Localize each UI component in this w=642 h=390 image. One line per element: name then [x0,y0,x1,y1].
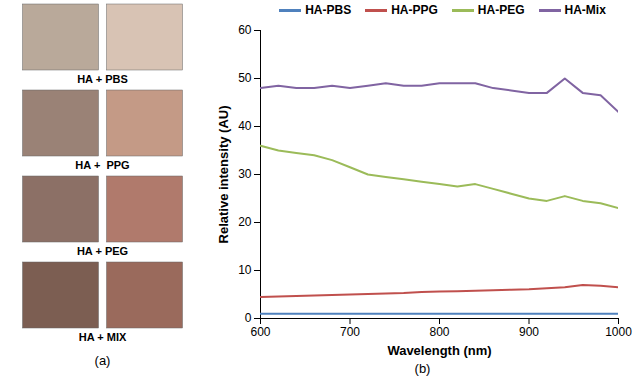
html-text:HA-PEG: HA-PEG [477,3,525,17]
html-text:(b): (b) [414,361,431,376]
svg-text:600: 600 [250,325,270,339]
svg-text:30: 30 [238,167,252,181]
svg-text:HA + PPG: HA + PPG [75,159,129,171]
html-text:HA-PBS: HA-PBS [305,3,352,17]
svg-text:10: 10 [238,263,252,277]
svg-text:HA + PEG: HA + PEG [77,245,128,257]
svg-text:Wavelength (nm): Wavelength (nm) [387,343,491,358]
html-text:HA-PPG: HA-PPG [391,3,438,17]
svg-text:50: 50 [238,71,252,85]
svg-text:1000: 1000 [605,325,632,339]
svg-text:HA + MIX: HA + MIX [79,331,127,343]
svg-text:800: 800 [429,325,449,339]
html-text:(a): (a) [94,353,111,368]
svg-text:Relative intensity (AU): Relative intensity (AU) [216,106,231,244]
svg-text:20: 20 [238,215,252,229]
svg-text:0: 0 [245,311,252,325]
svg-text:700: 700 [340,325,360,339]
svg-text:40: 40 [238,119,252,133]
svg-text:60: 60 [238,23,252,37]
html-text:HA-Mix: HA-Mix [564,3,606,17]
svg-text:HA + PBS: HA + PBS [77,73,128,85]
svg-text:900: 900 [519,325,539,339]
